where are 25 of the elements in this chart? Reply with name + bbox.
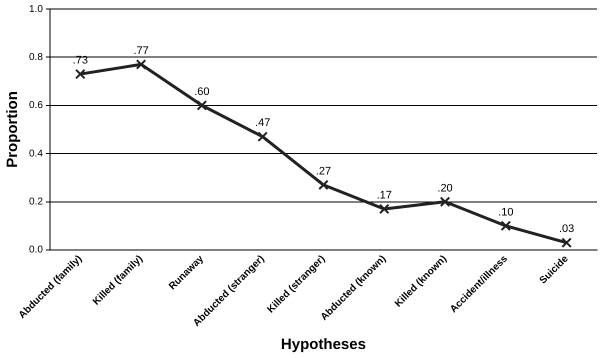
data-label: .10 — [498, 206, 514, 218]
point — [75, 68, 86, 80]
point — [500, 220, 512, 232]
y-tick-label: 0.4 — [28, 148, 44, 160]
y-tick-label: 0.2 — [28, 196, 44, 208]
point — [196, 100, 208, 111]
point — [257, 131, 268, 142]
data-label: .60 — [194, 86, 210, 98]
data-label: .17 — [376, 190, 392, 202]
x-axis-title: Hypotheses — [280, 336, 366, 354]
data-label: .20 — [437, 182, 453, 194]
data-label: .47 — [255, 117, 270, 130]
y-tick-label: 0.6 — [28, 100, 44, 112]
point — [440, 196, 450, 207]
y-axis-title: Proportion — [4, 91, 22, 168]
point — [318, 180, 329, 190]
point — [561, 237, 572, 248]
data-label: .27 — [316, 165, 332, 178]
y-tick-label: 1.0 — [28, 4, 44, 15]
point — [136, 59, 146, 70]
data-label: .03 — [558, 223, 574, 236]
y-tick-label: 0.8 — [28, 52, 44, 63]
data-label: .77 — [133, 44, 149, 57]
point — [378, 204, 390, 214]
y-tick-label: 0.0 — [28, 244, 44, 256]
